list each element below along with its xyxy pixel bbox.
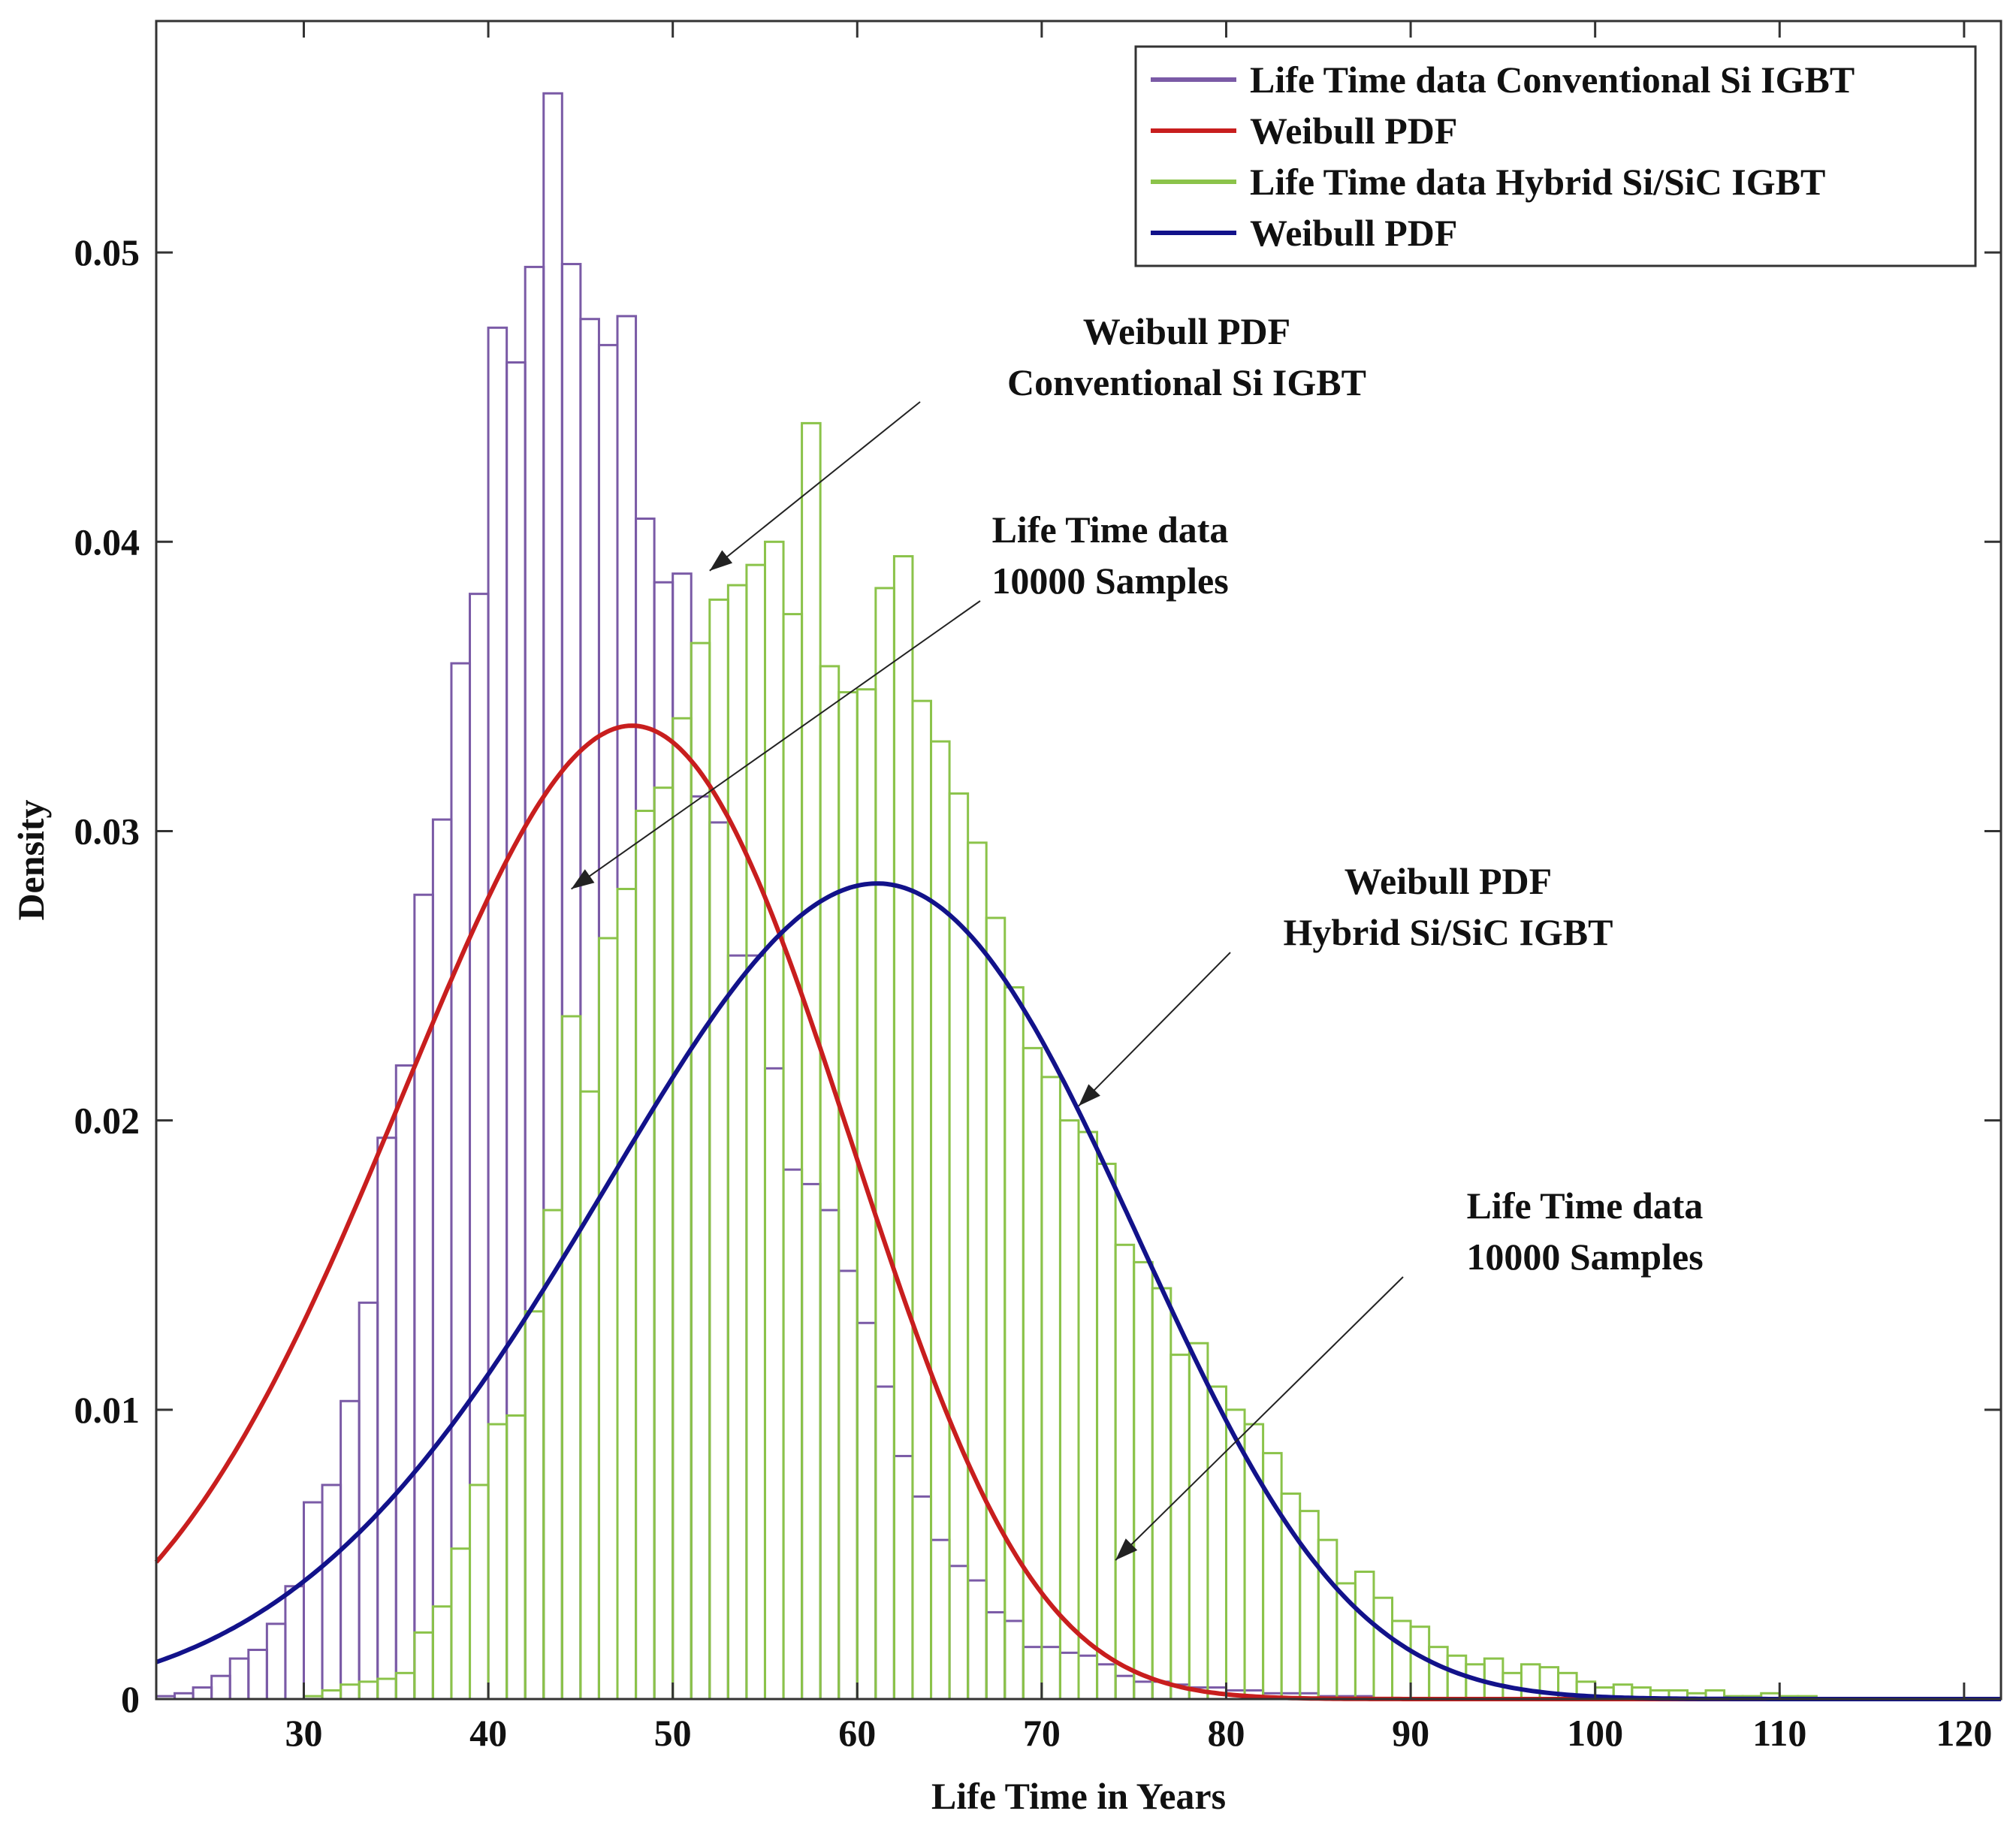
annotation-arrow-line: [1078, 952, 1231, 1107]
annotation-arrowhead: [571, 869, 595, 889]
annotation-text: Life Time data: [1467, 1185, 1704, 1227]
legend-entry: Life Time data Hybrid Si/SiC IGBT: [1151, 161, 1825, 203]
axes-layer: 30 40 50 60 70 80 90 100 110 120 0 0.01 0.02 0.03 0.04…: [10, 20, 2002, 1817]
annotation-1: Weibull PDF Conventional Si IGBT: [709, 310, 1366, 572]
legend-entry: Weibull PDF: [1151, 212, 1457, 254]
legend-box: [1134, 45, 1977, 267]
legend-entry: Weibull PDF: [1151, 110, 1457, 152]
annotation-3: Weibull PDF Hybrid Si/SiC IGBT: [1078, 860, 1613, 1107]
x-tick-label: 50: [654, 1712, 692, 1754]
histogram-layer: [155, 92, 1818, 1701]
annotation-arrow-line: [571, 600, 981, 890]
x-tick-label: 40: [469, 1712, 507, 1754]
annotation-arrowhead: [709, 550, 733, 571]
legend-label: Life Time data Conventional Si IGBT: [1250, 59, 1855, 101]
x-tick-label: 100: [1567, 1712, 1623, 1754]
annotation-text: Conventional Si IGBT: [1007, 361, 1366, 403]
annotation-layer: Weibull PDF Conventional Si IGBT Life Time…: [571, 310, 1704, 1561]
legend-label: Weibull PDF: [1250, 110, 1457, 152]
x-tick-label: 80: [1207, 1712, 1245, 1754]
x-tick-label: 30: [285, 1712, 322, 1754]
x-tick-label: 90: [1392, 1712, 1429, 1754]
annotation-text: Hybrid Si/SiC IGBT: [1283, 911, 1613, 953]
histogram-series-2: [302, 421, 1818, 1701]
y-axis-label: Density: [10, 799, 52, 920]
x-tick-label: 70: [1023, 1712, 1061, 1754]
annotation-text: Weibull PDF: [1345, 860, 1552, 902]
x-axis-label: Life Time in Years: [931, 1775, 1226, 1817]
annotation-arrowhead: [1079, 1084, 1100, 1106]
annotation-text: 10000 Samples: [1466, 1236, 1703, 1278]
annotation-arrow-line: [1115, 1276, 1404, 1561]
plot-frame: [155, 20, 2002, 1701]
legend: Life Time data Conventional Si IGBT Weibu…: [1134, 45, 1977, 267]
y-tick-label: 0.04: [74, 521, 140, 563]
y-tick-label: 0: [121, 1678, 140, 1720]
legend-label: Weibull PDF: [1250, 212, 1457, 254]
annotation-4: Life Time data 10000 Samples: [1115, 1185, 1704, 1561]
y-tick-label: 0.03: [74, 810, 140, 852]
x-tick-label: 110: [1752, 1712, 1806, 1754]
annotation-text: Weibull PDF: [1083, 310, 1290, 352]
annotation-arrowhead: [1115, 1538, 1138, 1561]
legend-entry: Life Time data Conventional Si IGBT: [1151, 59, 1855, 101]
annotation-2: Life Time data 10000 Samples: [571, 509, 1229, 890]
legend-label: Life Time data Hybrid Si/SiC IGBT: [1250, 161, 1825, 203]
annotation-text: 10000 Samples: [991, 560, 1228, 602]
y-tick-label: 0.02: [74, 1100, 140, 1142]
annotation-arrow-line: [709, 401, 921, 572]
x-tick-label: 60: [838, 1712, 876, 1754]
y-tick-label: 0.01: [74, 1389, 140, 1431]
y-tick-label: 0.05: [74, 231, 140, 273]
x-tick-label: 120: [1936, 1712, 1992, 1754]
annotation-text: Life Time data: [992, 509, 1229, 551]
